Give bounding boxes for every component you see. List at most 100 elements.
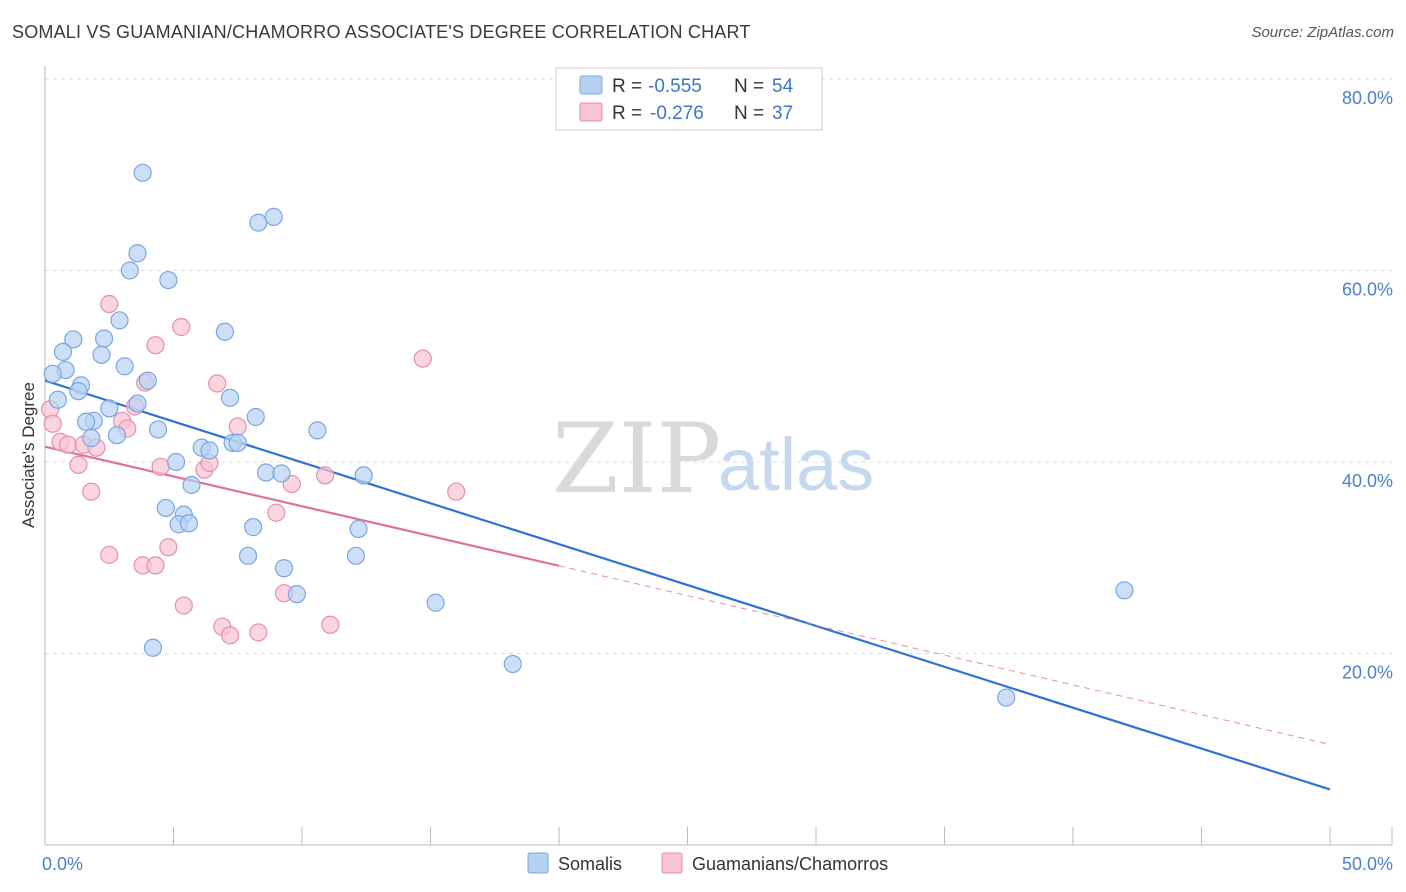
bottom-legend-guamanians: Guamanians/Chamorros	[692, 854, 888, 874]
bottom-legend-swatch-somalis	[527, 852, 549, 874]
y-tick-label: 80.0%	[1342, 88, 1393, 108]
somali-point	[249, 213, 268, 232]
legend-r-label-2: R =	[612, 103, 642, 124]
guamanian-point	[208, 374, 227, 393]
legend-n-label-1: N =	[734, 76, 764, 97]
somali-point	[274, 559, 294, 578]
bottom-legend-swatch-guamanians	[661, 852, 683, 874]
y-tick-label: 40.0%	[1342, 471, 1393, 491]
guamanian-point	[316, 466, 335, 485]
x-tick-labels: 0.0% 50.0%	[42, 854, 1393, 874]
guamanian-trend-line	[44, 445, 560, 567]
somali-point	[143, 638, 163, 657]
somali-trend-line	[44, 379, 1331, 791]
somali-point	[92, 345, 111, 364]
somali-point	[264, 207, 283, 226]
guamanian-point	[69, 455, 88, 474]
y-axis-label: Associate's Degree	[19, 382, 38, 528]
somali-point	[110, 311, 129, 330]
somali-point	[244, 518, 263, 537]
somali-point	[120, 261, 139, 280]
somali-point	[138, 371, 157, 390]
somali-point	[215, 322, 234, 341]
guamanian-point	[146, 556, 165, 575]
trend-lines	[44, 379, 1331, 791]
guamanian-point	[413, 349, 432, 368]
somali-point	[287, 585, 306, 604]
legend-swatch-somalis	[579, 75, 603, 95]
guamanian-point	[43, 414, 62, 433]
bottom-legend-somalis: Somalis	[558, 854, 622, 874]
guamanian-point	[100, 294, 119, 314]
legend-swatch-guamanians	[579, 102, 603, 122]
somali-point	[182, 475, 201, 495]
somali-point	[53, 342, 73, 361]
somali-point	[503, 654, 522, 674]
watermark-atlas: atlas	[718, 423, 874, 506]
guamanian-trend-line-extension	[558, 565, 1331, 745]
y-tick-label: 20.0%	[1342, 663, 1393, 683]
legend-r-value-2: -0.276	[650, 103, 704, 124]
watermark: ZIP atlas	[552, 403, 874, 515]
guamanian-point	[321, 615, 340, 634]
guamanian-point	[267, 503, 286, 522]
somali-point	[77, 412, 96, 431]
somali-point	[220, 388, 240, 407]
x-tick-label: 50.0%	[1342, 854, 1393, 874]
somali-point	[43, 364, 62, 384]
legend-r-label-1: R =	[612, 76, 642, 97]
somali-point	[128, 394, 147, 413]
somali-point	[997, 688, 1016, 707]
legend-n-value-2: 37	[772, 103, 793, 124]
somali-point	[69, 382, 88, 401]
somali-point	[200, 441, 219, 460]
somali-point	[156, 498, 175, 518]
somali-point	[64, 330, 83, 349]
somali-point	[308, 421, 327, 440]
somali-point	[107, 426, 127, 445]
somali-point	[133, 163, 152, 182]
somali-point	[95, 329, 114, 348]
y-tick-labels: 20.0% 40.0% 60.0% 80.0%	[1342, 88, 1393, 683]
somali-point	[246, 407, 265, 427]
legend-n-label-2: N =	[734, 103, 764, 124]
somali-point	[238, 546, 258, 565]
data-points	[41, 163, 1134, 707]
somali-point	[166, 452, 186, 472]
somali-point	[272, 464, 291, 483]
somali-point	[256, 463, 276, 482]
somali-point	[82, 428, 101, 448]
guamanian-point	[174, 596, 193, 615]
guamanian-point	[228, 417, 247, 436]
grid-lines	[45, 78, 1392, 654]
guamanian-point	[172, 317, 191, 337]
somali-point	[354, 466, 373, 485]
somali-point	[148, 420, 168, 439]
guamanian-point	[151, 457, 170, 476]
source-label: Source: ZipAtlas.com	[1251, 24, 1394, 41]
somali-point	[128, 244, 147, 263]
axes	[44, 66, 1393, 846]
x-tick-label: 0.0%	[42, 854, 83, 874]
somali-point	[115, 357, 134, 376]
somali-point	[179, 514, 199, 533]
guamanian-point	[249, 623, 268, 642]
somali-point	[228, 433, 247, 452]
somali-point	[1115, 581, 1134, 600]
guamanian-point	[447, 482, 466, 501]
somali-point	[426, 593, 445, 612]
watermark-zip: ZIP	[552, 403, 721, 515]
guamanian-point	[220, 626, 240, 645]
legend-r-value-1: -0.555	[648, 76, 702, 97]
somali-point	[346, 546, 366, 565]
y-tick-label: 60.0%	[1342, 280, 1393, 300]
guamanian-point	[59, 435, 78, 454]
chart-title: SOMALI VS GUAMANIAN/CHAMORRO ASSOCIATE'S…	[12, 22, 751, 42]
guamanian-point	[159, 538, 178, 557]
guamanian-point	[100, 545, 119, 564]
somali-point	[159, 270, 178, 290]
legend-n-value-1: 54	[772, 76, 794, 97]
somali-point	[349, 519, 368, 539]
guamanian-point	[82, 482, 101, 501]
